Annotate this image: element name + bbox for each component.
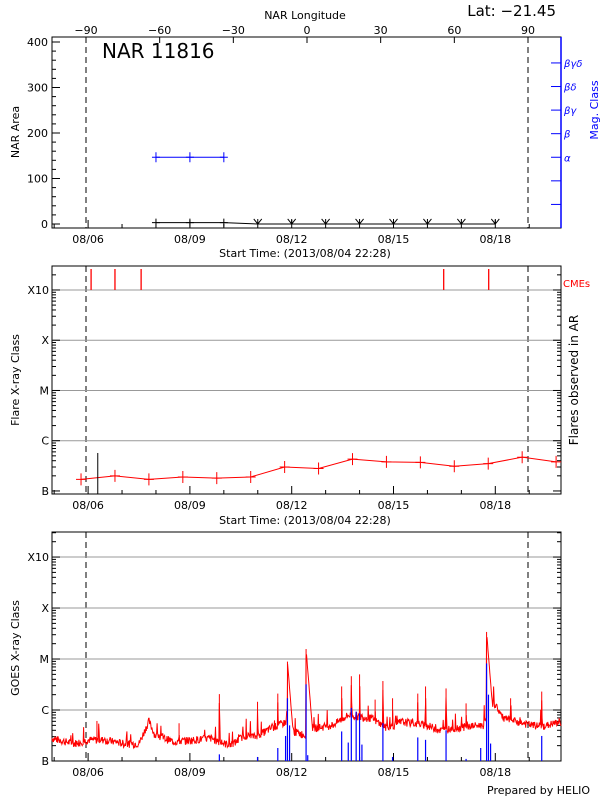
flare-class-point <box>245 470 256 483</box>
y-tick-label: C <box>41 435 49 448</box>
x-tick-label: 08/15 <box>378 233 410 246</box>
panel1-y-axis-title: NAR Area <box>9 106 22 158</box>
mag-class-tick-label: β <box>563 130 571 141</box>
panel2-right-axis-title: Flares observed in AR <box>567 315 581 445</box>
flare-class-point <box>76 473 87 486</box>
y-tick-label: 200 <box>27 127 48 140</box>
area-upper-limit-marker <box>389 218 398 225</box>
area-upper-limit-marker <box>355 218 364 225</box>
y-tick-label: X <box>41 602 49 615</box>
mag-class-point <box>185 152 194 163</box>
area-upper-limit-marker <box>253 218 263 225</box>
flare-class-point <box>313 462 324 475</box>
panel2-frame <box>51 265 562 495</box>
y-tick-label: B <box>41 755 49 768</box>
flare-class-point <box>347 453 358 466</box>
flare-class-point <box>109 469 120 482</box>
x-tick-label: 08/18 <box>479 766 511 779</box>
credit-label: Prepared by HELIO <box>487 784 590 797</box>
area-point <box>219 218 228 227</box>
x-tick-label: 08/15 <box>378 499 410 512</box>
panel2-y-axis-title: Flare X-ray Class <box>9 334 22 426</box>
x-tick-label: 08/09 <box>174 233 206 246</box>
x-tick-label: 08/15 <box>378 766 410 779</box>
flare-class-point <box>517 451 528 464</box>
flare-class-point <box>483 457 494 470</box>
flare-class-point <box>449 460 460 473</box>
flare-class-point <box>551 455 562 468</box>
y-tick-label: 0 <box>41 218 48 231</box>
y-tick-label: B <box>41 485 49 498</box>
flare-class-point <box>177 470 188 483</box>
latitude-label: Lat: −21.45 <box>467 2 556 20</box>
area-upper-limit-marker <box>423 218 432 225</box>
mag-class-axis-title: Mag. Class <box>588 80 600 139</box>
mag-class-tick-label: βγδ <box>563 59 582 70</box>
x-tick-label: 08/06 <box>72 233 104 246</box>
x-tick-label: 08/09 <box>174 499 206 512</box>
flare-class-point <box>211 472 222 485</box>
panel3-y-axis-title: GOES X-ray Class <box>9 600 22 696</box>
panel1-frame <box>51 36 562 229</box>
x-tick-label: 08/06 <box>72 766 104 779</box>
top-axis-tick-label: 90 <box>521 24 535 37</box>
x-tick-label: 08/18 <box>479 233 511 246</box>
y-tick-label: 300 <box>27 82 48 95</box>
y-tick-label: M <box>40 653 50 666</box>
x-tick-label: 08/09 <box>174 766 206 779</box>
y-tick-label: X10 <box>27 284 49 297</box>
y-tick-label: 400 <box>27 36 48 49</box>
top-axis-tick-label: −90 <box>74 24 97 37</box>
mag-class-tick-label: βδ <box>563 83 577 94</box>
top-axis-tick-label: 60 <box>447 24 461 37</box>
y-tick-label: X10 <box>27 551 49 564</box>
mag-class-point <box>219 152 228 163</box>
flare-class-point <box>381 455 392 468</box>
flare-class-point <box>279 460 290 473</box>
y-tick-label: X <box>41 334 49 347</box>
top-axis-title: NAR Longitude <box>264 9 346 22</box>
area-upper-limit-marker <box>321 218 331 225</box>
x-tick-label: 08/12 <box>276 499 308 512</box>
panel1-x-axis-title: Start Time: (2013/08/04 22:28) <box>219 247 391 260</box>
top-axis-tick-label: 0 <box>304 24 311 37</box>
area-upper-limit-marker <box>287 218 297 225</box>
flare-class-point <box>415 456 426 469</box>
area-upper-limit-marker <box>456 218 466 225</box>
mag-class-point <box>151 152 160 163</box>
top-axis-tick-label: −60 <box>148 24 171 37</box>
y-tick-label: C <box>41 704 49 717</box>
mag-class-tick-label: βγ <box>563 106 577 117</box>
area-point <box>185 218 194 227</box>
y-tick-label: 100 <box>27 172 48 185</box>
area-point <box>151 218 160 227</box>
x-tick-label: 08/18 <box>479 499 511 512</box>
flare-class-point <box>143 473 154 486</box>
mag-class-tick-label: α <box>564 153 571 164</box>
panel2-x-axis-title: Start Time: (2013/08/04 22:28) <box>219 514 391 527</box>
cme-label: CMEs <box>563 279 590 290</box>
y-tick-label: M <box>40 384 50 397</box>
top-axis-tick-label: −30 <box>222 24 245 37</box>
x-tick-label: 08/12 <box>276 233 308 246</box>
top-axis-tick-label: 30 <box>374 24 388 37</box>
x-tick-label: 08/12 <box>276 766 308 779</box>
region-title: NAR 11816 <box>102 39 215 63</box>
x-tick-label: 08/06 <box>72 499 104 512</box>
area-upper-limit-marker <box>490 218 500 225</box>
